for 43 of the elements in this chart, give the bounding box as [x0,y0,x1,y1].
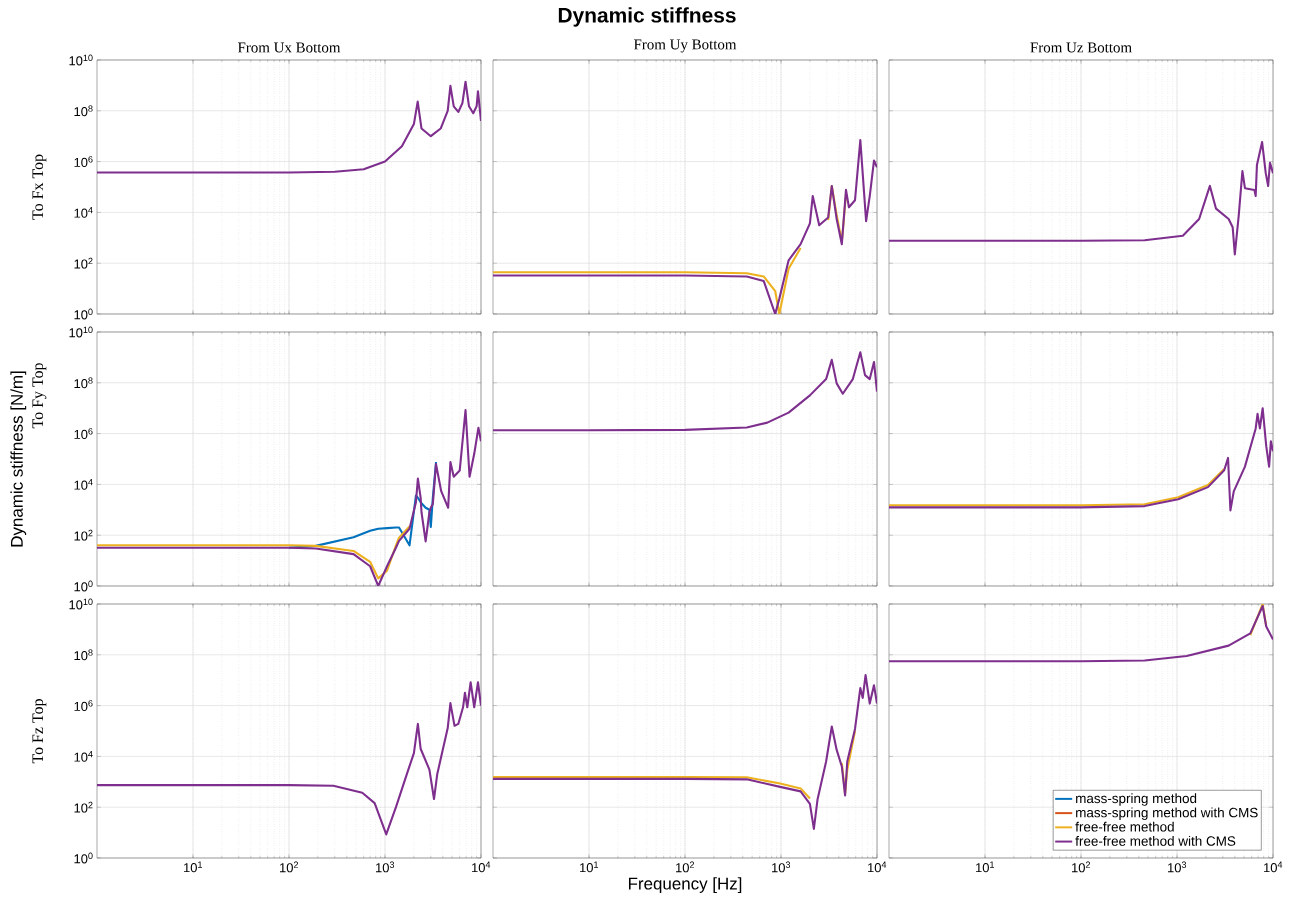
y-tick-label: 10$^{8}$ [74,377,93,389]
y-axis-title: To Fx Top [32,154,47,220]
y-axis-title: Dynamic stiffness [N/m] [10,371,27,547]
chart-subtitle: From Uy Bottom [633,39,737,53]
y-tick-label: 10$^{10}$ [69,598,93,610]
x-tick-label: 10$^{1}$ [580,861,599,873]
x-tick-label: 10$^{3}$ [1168,861,1187,873]
x-tick-label: 10$^{3}$ [772,861,791,873]
y-tick-label: 10$^{4}$ [74,479,93,490]
y-tick-label: 10$^{8}$ [74,649,93,661]
y-tick-label: 10$^{10}$ [69,326,93,338]
y-tick-label: 10$^{0}$ [74,308,93,320]
legend-label: mass-spring method with CMS [1076,807,1258,821]
x-tick-label: 10$^{2}$ [280,861,299,873]
chart-title: Dynamic stiffness [558,7,736,27]
x-tick-label: 10$^{4}$ [1264,861,1283,873]
y-tick-label: 10$^{6}$ [74,700,93,711]
y-tick-label: 10$^{6}$ [74,428,93,439]
y-tick-label: 10$^{2}$ [74,801,93,813]
x-tick-label: 10$^{2}$ [676,861,695,873]
y-tick-label: 10$^{8}$ [74,105,93,117]
text: To Fy Top [32,363,47,429]
y-tick-label: 10$^{6}$ [74,156,93,167]
y-tick-label: 10$^{0}$ [74,852,93,864]
x-tick-label: 10$^{4}$ [472,861,491,873]
y-axis-title: To Fz Top [32,699,47,764]
y-tick-label: 10$^{2}$ [74,257,93,269]
y-tick-label: 10$^{0}$ [74,580,93,592]
x-tick-label: 10$^{4}$ [868,861,887,873]
chart-subtitle: From Ux Bottom [237,42,341,53]
x-tick-label: 10$^{1}$ [976,861,995,873]
chart-subtitle: From Uz Bottom [1030,42,1132,53]
y-tick-label: 10$^{10}$ [69,54,93,66]
legend-label: mass-spring method [1076,793,1197,806]
x-tick-label: 10$^{3}$ [376,861,395,873]
y-tick-label: 10$^{4}$ [74,751,93,762]
x-tick-label: 10$^{2}$ [1072,861,1091,873]
x-tick-label: 10$^{1}$ [184,861,203,873]
y-tick-label: 10$^{2}$ [74,529,93,541]
x-axis-title: Frequency [Hz] [628,877,742,893]
legend-label: free-free method [1075,821,1174,832]
legend-label: free-free method with CMS [1075,835,1236,846]
y-tick-label: 10$^{4}$ [74,207,93,218]
